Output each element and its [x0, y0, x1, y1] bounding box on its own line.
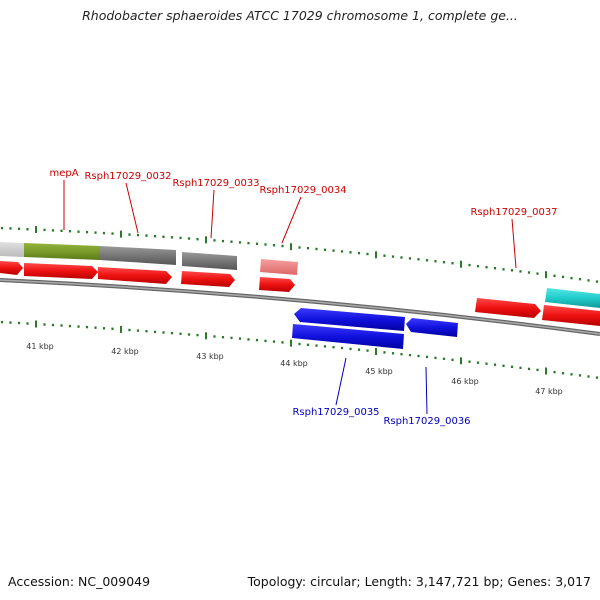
- gene-label-0036[interactable]: Rsph17029_0036: [383, 416, 470, 427]
- gene-bar-0033[interactable]: [182, 252, 237, 270]
- cds-arrow-left[interactable]: [0, 261, 23, 275]
- kbp-label: 46 kbp: [451, 377, 479, 386]
- gene-bar-0032[interactable]: [100, 246, 176, 265]
- gene-bar-mepA[interactable]: [24, 243, 100, 260]
- map-title: Rhodobacter sphaeroides ATCC 17029 chrom…: [82, 8, 518, 23]
- genome-summary: Topology: circular; Length: 3,147,721 bp…: [247, 574, 591, 589]
- kbp-label: 47 kbp: [535, 387, 563, 396]
- gene-labels: mepA Rsph17029_0032 Rsph17029_0033 Rsph1…: [49, 168, 557, 427]
- cds-arrow-0034[interactable]: [259, 277, 295, 292]
- kbp-label: 41 kbp: [26, 342, 54, 351]
- reverse-cds-band: [292, 308, 458, 349]
- cds-arrow-0036[interactable]: [406, 318, 458, 337]
- cds-arrow-right[interactable]: [542, 305, 600, 326]
- gene-bar-reverse[interactable]: [292, 324, 404, 349]
- cds-arrow-mepA[interactable]: [24, 263, 98, 279]
- forward-cds-band: [0, 261, 600, 326]
- kbp-label: 42 kbp: [111, 347, 139, 356]
- label-leaders: [63, 180, 517, 415]
- kbp-label: 44 kbp: [280, 359, 308, 368]
- gene-label-0037[interactable]: Rsph17029_0037: [470, 207, 557, 218]
- kbp-label: 43 kbp: [196, 352, 224, 361]
- inner-ticks: [0, 320, 599, 379]
- kbp-scale: 41 kbp 42 kbp 43 kbp 44 kbp 45 kbp 46 kb…: [26, 342, 563, 396]
- accession-text: Accession: NC_009049: [8, 574, 151, 589]
- gene-label-0033[interactable]: Rsph17029_0033: [172, 178, 259, 189]
- cds-arrow-0035[interactable]: [294, 308, 405, 331]
- forward-gene-band: [0, 242, 600, 308]
- outer-ticks: [0, 226, 599, 283]
- backbone: [0, 278, 600, 336]
- gene-label-mepA[interactable]: mepA: [49, 168, 78, 179]
- gene-bar-light[interactable]: [0, 242, 24, 257]
- cds-arrow-0033[interactable]: [181, 271, 235, 287]
- gene-bar-cyan[interactable]: [545, 288, 600, 308]
- gene-label-0035[interactable]: Rsph17029_0035: [292, 407, 379, 418]
- kbp-label: 45 kbp: [365, 367, 393, 376]
- gene-label-0034[interactable]: Rsph17029_0034: [259, 185, 346, 196]
- cds-arrow-0032[interactable]: [98, 267, 172, 284]
- gene-bar-0034[interactable]: [260, 259, 298, 275]
- cds-arrow-0037[interactable]: [475, 298, 541, 318]
- gene-label-0032[interactable]: Rsph17029_0032: [84, 171, 171, 182]
